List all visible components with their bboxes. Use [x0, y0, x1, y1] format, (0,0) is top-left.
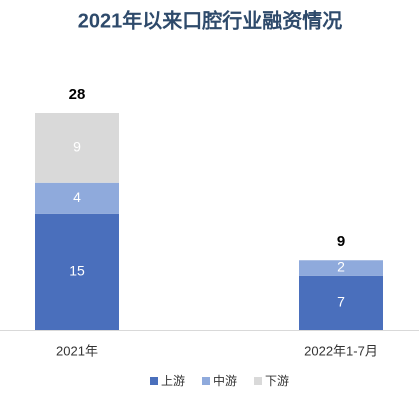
legend-swatch — [150, 377, 158, 385]
bar-segment — [299, 260, 383, 276]
chart-title: 2021年以来口腔行业融资情况 — [78, 8, 343, 32]
bar-segment — [299, 275, 383, 330]
legend-swatch — [254, 377, 262, 385]
value-label: 4 — [73, 189, 81, 205]
value-label: 2 — [337, 259, 345, 275]
bar-segment — [35, 213, 119, 330]
bar-segment — [35, 182, 119, 214]
legend-label: 上游 — [161, 374, 185, 388]
legend-label: 下游 — [265, 374, 289, 388]
total-label: 9 — [337, 233, 345, 250]
value-label: 7 — [337, 294, 345, 310]
bar-segment — [35, 113, 119, 183]
total-label: 28 — [69, 86, 86, 103]
x-tick-label: 2022年1-7月 — [304, 343, 378, 358]
value-label: 9 — [73, 139, 81, 155]
value-label: 15 — [69, 263, 85, 279]
legend-swatch — [202, 377, 210, 385]
legend-label: 中游 — [213, 373, 237, 388]
x-tick-label: 2021年 — [56, 343, 98, 358]
